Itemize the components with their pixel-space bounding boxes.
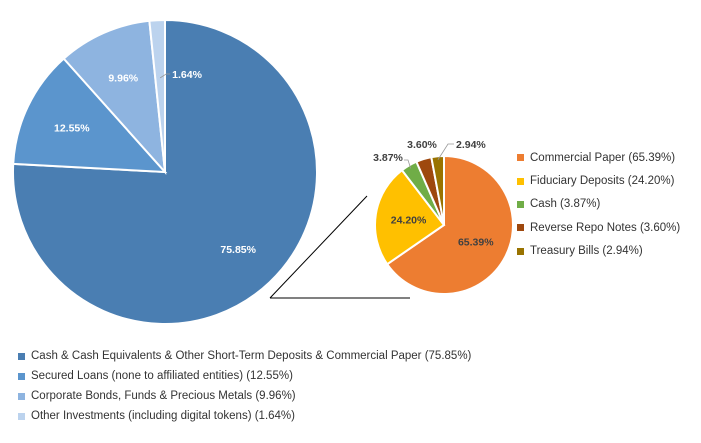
legend-swatch <box>517 154 524 162</box>
legend-item-commercial-paper: Commercial Paper (65.39%) <box>517 146 680 169</box>
legend-item-secured-loans: Secured Loans (none to affiliated entiti… <box>18 366 471 386</box>
slice-data-label: 3.60% <box>407 139 437 151</box>
legend-item-cash-equivalents: Cash & Cash Equivalents & Other Short-Te… <box>18 346 471 366</box>
legend-label: Fiduciary Deposits (24.20%) <box>530 175 675 188</box>
label-leader-line <box>159 73 171 79</box>
legend-swatch <box>517 224 524 232</box>
legend-label: Corporate Bonds, Funds & Precious Metals… <box>31 390 296 402</box>
slice-data-label: 75.85% <box>220 244 256 256</box>
legend-item-corporate-bonds: Corporate Bonds, Funds & Precious Metals… <box>18 386 471 406</box>
pie-slice-cash-cash-equivalents-other-short-term-deposits-commercial-paper <box>12 18 318 325</box>
slice-data-label: 24.20% <box>391 214 427 226</box>
breakout-connector-lines <box>269 195 410 299</box>
outer-pie-chart <box>12 18 318 325</box>
pie-slice-other-investments <box>148 18 166 173</box>
legend-swatch <box>18 392 25 400</box>
slice-data-label: 9.96% <box>108 72 138 84</box>
pie-slice-commercial-paper <box>385 154 514 295</box>
legend-swatch <box>517 247 524 255</box>
legend-swatch <box>517 177 524 185</box>
inner-pie-legend: Commercial Paper (65.39%) Fiduciary Depo… <box>517 146 680 263</box>
legend-label: Treasury Bills (2.94%) <box>530 245 643 258</box>
legend-swatch <box>18 372 25 380</box>
legend-label: Cash (3.87%) <box>530 198 601 211</box>
legend-item-reverse-repo-notes: Reverse Repo Notes (3.60%) <box>517 216 680 239</box>
inner-pie-chart <box>374 154 514 295</box>
connector-line-diagonal <box>269 195 368 299</box>
pie-slice-corporate-bonds-funds-precious-metals <box>62 19 167 175</box>
slice-data-labels: 75.85% 12.55% 9.96% 1.64% 65.39% 24.20% 3.87% 3… <box>54 69 494 256</box>
legend-label: Commercial Paper (65.39%) <box>530 151 676 164</box>
legend-item-fiduciary-deposits: Fiduciary Deposits (24.20%) <box>517 169 680 192</box>
legend-label: Cash & Cash Equivalents & Other Short-Te… <box>31 350 472 362</box>
pie-slice-treasury-bills <box>430 154 445 226</box>
legend-swatch <box>18 412 25 420</box>
legend-label: Other Investments (including digital tok… <box>31 410 295 422</box>
legend-item-other-investments: Other Investments (including digital tok… <box>18 406 471 426</box>
slice-data-label: 1.64% <box>172 69 202 81</box>
legend-swatch <box>18 352 25 360</box>
slice-data-label: 3.87% <box>373 152 403 164</box>
pie-slice-secured-loans <box>12 57 168 174</box>
label-leader-line <box>404 159 412 169</box>
legend-item-treasury-bills: Treasury Bills (2.94%) <box>517 240 680 263</box>
slice-data-label: 12.55% <box>54 122 90 134</box>
outer-pie-legend: Cash & Cash Equivalents & Other Short-Te… <box>18 346 471 426</box>
legend-swatch <box>517 200 524 208</box>
slice-data-label: 65.39% <box>458 237 494 249</box>
label-leader-line <box>437 143 454 160</box>
pie-slice-fiduciary-deposits <box>374 168 446 266</box>
legend-label: Reverse Repo Notes (3.60%) <box>530 221 681 234</box>
slice-data-label: 2.94% <box>456 139 486 151</box>
legend-label: Secured Loans (none to affiliated entiti… <box>31 370 293 382</box>
legend-item-cash: Cash (3.87%) <box>517 193 680 216</box>
